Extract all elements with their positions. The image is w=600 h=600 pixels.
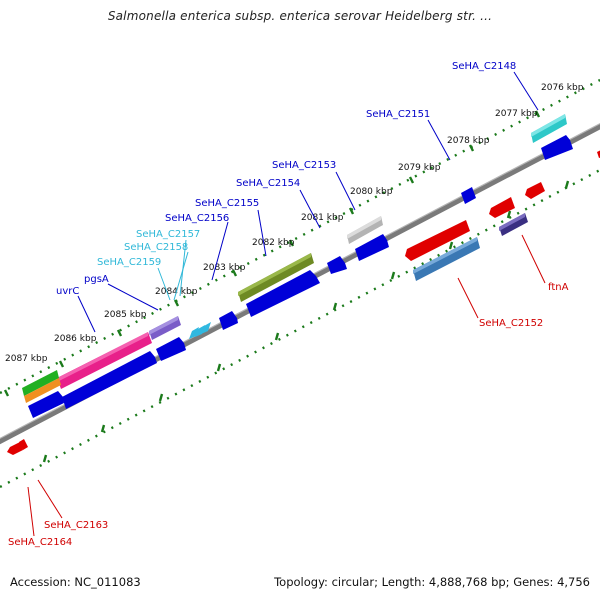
scale-label: 2087 kbp [5,354,48,364]
gene-label-SeHA_C2148[interactable]: SeHA_C2148 [452,61,516,72]
scale-label: 2078 kbp [447,136,490,146]
feature-box[interactable] [499,213,525,231]
cds-arrow[interactable] [189,327,199,339]
gene-label-SeHA_C2158[interactable]: SeHA_C2158 [124,242,188,253]
gene-label-SeHA_C2154[interactable]: SeHA_C2154 [236,178,300,189]
label-leader-lines [27,71,546,537]
gene-label-SeHA_C2155[interactable]: SeHA_C2155 [195,198,259,209]
scale-label: 2076 kbp [541,83,584,93]
gene-label-SeHA_C2163[interactable]: SeHA_C2163 [44,520,108,531]
gene-label-SeHA_C2151[interactable]: SeHA_C2151 [366,109,430,120]
gene-label-uvrC[interactable]: uvrC [56,286,79,297]
cds-arrow[interactable] [489,197,515,218]
map-title: Salmonella enterica subsp. enterica sero… [107,9,493,23]
cds-arrow[interactable] [246,270,320,317]
cds-arrow[interactable] [327,256,347,274]
feature-box[interactable] [531,114,565,137]
feature-box[interactable] [57,332,148,382]
accession-text: Accession: NC_011083 [10,575,141,589]
cds-arrow[interactable] [156,337,186,361]
cog-features-forward[interactable] [22,114,567,403]
cyan-chevrons[interactable] [189,322,211,339]
gene-label-SeHA_C2153[interactable]: SeHA_C2153 [272,160,336,171]
scale-label: 2083 kbp [203,263,246,273]
cds-arrow[interactable] [541,135,573,160]
cds-arrow[interactable] [355,234,389,261]
gene-label-SeHA_C2156[interactable]: SeHA_C2156 [165,213,229,224]
scale-label: 2081 kbp [301,213,344,223]
feature-box[interactable] [238,253,311,296]
cds-arrow[interactable] [19,439,28,450]
cds-arrow[interactable] [62,351,157,409]
cds-arrow[interactable] [195,325,205,337]
cds-arrow[interactable] [461,187,476,204]
feature-box[interactable] [24,378,61,403]
cds-arrow[interactable] [405,220,470,261]
scale-label: 2077 kbp [495,109,538,119]
forward-cds-arrows[interactable] [28,135,573,418]
scale-label: 2086 kbp [54,334,97,344]
gene-label-SeHA_C2159[interactable]: SeHA_C2159 [97,257,161,268]
cds-arrow[interactable] [219,311,238,330]
inner-major-ticks [42,180,570,463]
scale-label: 2085 kbp [104,310,147,320]
gene-label-SeHA_C2157[interactable]: SeHA_C2157 [136,229,200,240]
gene-label-SeHA_C2164[interactable]: SeHA_C2164 [8,537,72,548]
reverse-features[interactable] [7,149,600,455]
cds-arrow[interactable] [597,149,600,158]
gene-label-ftnA[interactable]: ftnA [548,282,569,293]
cds-arrow[interactable] [525,182,545,199]
feature-box[interactable] [149,316,178,335]
gene-label-pgsA[interactable]: pgsA [84,274,109,285]
scale-label: 2080 kbp [350,187,393,197]
scale-label: 2079 kbp [398,163,441,173]
cds-arrow[interactable] [28,391,64,418]
cds-arrow[interactable] [201,322,211,334]
scale-label: 2082 kbp [252,238,295,248]
outer-major-ticks [3,110,541,397]
feature-box[interactable] [57,332,152,389]
cds-arrow[interactable] [7,442,23,455]
gene-label-SeHA_C2152[interactable]: SeHA_C2152 [479,318,543,329]
topology-summary-text: Topology: circular; Length: 4,888,768 bp… [274,575,590,589]
feature-box[interactable] [413,237,477,274]
feature-box[interactable] [347,216,381,239]
outer-scale-track [0,78,600,395]
feature-box[interactable] [22,370,59,396]
